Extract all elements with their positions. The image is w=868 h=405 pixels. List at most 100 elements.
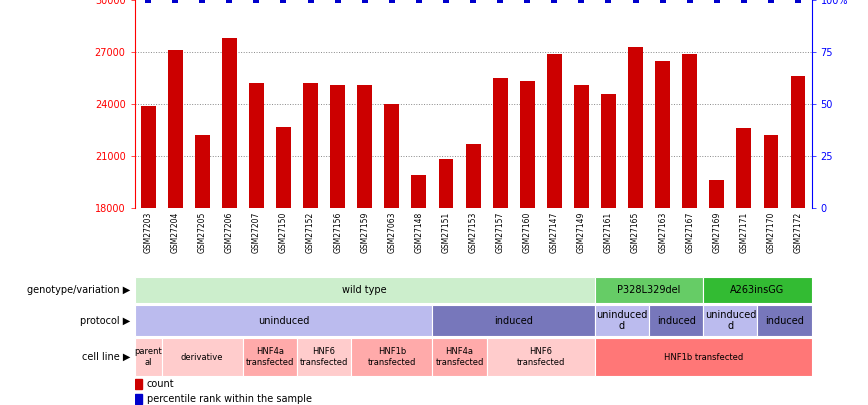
- Text: HNF6
transfected: HNF6 transfected: [300, 347, 348, 367]
- Bar: [709, 180, 724, 405]
- Text: induced: induced: [765, 315, 804, 326]
- Point: [168, 0, 182, 3]
- Bar: [595, 305, 649, 336]
- Text: derivative: derivative: [181, 352, 223, 362]
- Text: GSM27203: GSM27203: [143, 211, 153, 253]
- Point: [249, 0, 263, 3]
- Text: GSM27157: GSM27157: [496, 211, 504, 253]
- Point: [493, 0, 507, 3]
- Bar: [465, 144, 481, 405]
- Point: [195, 0, 209, 3]
- Point: [710, 0, 724, 3]
- Bar: [649, 305, 703, 336]
- Bar: [432, 338, 487, 376]
- Text: count: count: [147, 379, 174, 389]
- Text: GSM27151: GSM27151: [442, 211, 450, 253]
- Bar: [791, 76, 806, 405]
- Text: percentile rank within the sample: percentile rank within the sample: [147, 394, 312, 403]
- Text: GSM27206: GSM27206: [225, 211, 233, 253]
- Text: HNF4a
transfected: HNF4a transfected: [246, 347, 294, 367]
- Text: parent
al: parent al: [135, 347, 162, 367]
- Bar: [168, 50, 182, 405]
- Text: HNF1b
transfected: HNF1b transfected: [368, 347, 416, 367]
- Point: [791, 0, 805, 3]
- Point: [277, 0, 291, 3]
- Point: [466, 0, 480, 3]
- Text: GSM27153: GSM27153: [469, 211, 477, 253]
- Bar: [135, 394, 141, 404]
- Bar: [595, 338, 812, 376]
- Bar: [352, 338, 432, 376]
- Bar: [276, 126, 291, 405]
- Bar: [655, 61, 670, 405]
- Bar: [135, 305, 432, 336]
- Bar: [703, 305, 758, 336]
- Bar: [438, 160, 453, 405]
- Text: uninduced
d: uninduced d: [705, 310, 756, 331]
- Text: GSM27160: GSM27160: [523, 211, 532, 253]
- Bar: [243, 338, 297, 376]
- Bar: [547, 54, 562, 405]
- Bar: [628, 47, 643, 405]
- Bar: [764, 135, 779, 405]
- Bar: [303, 83, 318, 405]
- Text: wild type: wild type: [342, 285, 387, 295]
- Bar: [682, 54, 697, 405]
- Bar: [487, 338, 595, 376]
- Text: GSM27167: GSM27167: [685, 211, 694, 253]
- Point: [304, 0, 318, 3]
- Bar: [703, 277, 812, 303]
- Text: GSM27169: GSM27169: [713, 211, 721, 253]
- Text: GSM27170: GSM27170: [766, 211, 775, 253]
- Point: [358, 0, 372, 3]
- Text: GSM27172: GSM27172: [793, 211, 803, 253]
- Text: protocol ▶: protocol ▶: [80, 315, 130, 326]
- Text: genotype/variation ▶: genotype/variation ▶: [27, 285, 130, 295]
- Bar: [297, 338, 352, 376]
- Bar: [135, 338, 161, 376]
- Bar: [411, 175, 426, 405]
- Point: [602, 0, 615, 3]
- Text: induced: induced: [657, 315, 695, 326]
- Text: GSM27171: GSM27171: [740, 211, 748, 253]
- Point: [141, 0, 155, 3]
- Text: GSM27150: GSM27150: [279, 211, 288, 253]
- Text: GSM27147: GSM27147: [549, 211, 559, 253]
- Point: [548, 0, 562, 3]
- Point: [385, 0, 398, 3]
- Bar: [330, 85, 345, 405]
- Bar: [601, 94, 616, 405]
- Point: [628, 0, 642, 3]
- Bar: [574, 85, 589, 405]
- Text: GSM27149: GSM27149: [577, 211, 586, 253]
- Point: [575, 0, 589, 3]
- Bar: [758, 305, 812, 336]
- Text: GSM27161: GSM27161: [604, 211, 613, 253]
- Text: induced: induced: [494, 315, 533, 326]
- Text: cell line ▶: cell line ▶: [82, 352, 130, 362]
- Bar: [736, 128, 752, 405]
- Bar: [194, 135, 210, 405]
- Bar: [520, 81, 535, 405]
- Text: GSM27159: GSM27159: [360, 211, 369, 253]
- Bar: [432, 305, 595, 336]
- Point: [764, 0, 778, 3]
- Bar: [595, 277, 703, 303]
- Point: [683, 0, 697, 3]
- Text: GSM27207: GSM27207: [252, 211, 261, 253]
- Text: uninduced: uninduced: [258, 315, 309, 326]
- Bar: [358, 85, 372, 405]
- Text: HNF1b transfected: HNF1b transfected: [664, 352, 743, 362]
- Text: GSM27063: GSM27063: [387, 211, 397, 253]
- Bar: [141, 106, 155, 405]
- Text: GSM27204: GSM27204: [171, 211, 180, 253]
- Bar: [135, 277, 595, 303]
- Bar: [249, 83, 264, 405]
- Bar: [222, 38, 237, 405]
- Text: GSM27156: GSM27156: [333, 211, 342, 253]
- Text: HNF6
transfected: HNF6 transfected: [516, 347, 565, 367]
- Point: [439, 0, 453, 3]
- Text: A263insGG: A263insGG: [730, 285, 785, 295]
- Bar: [135, 379, 141, 389]
- Text: GSM27205: GSM27205: [198, 211, 207, 253]
